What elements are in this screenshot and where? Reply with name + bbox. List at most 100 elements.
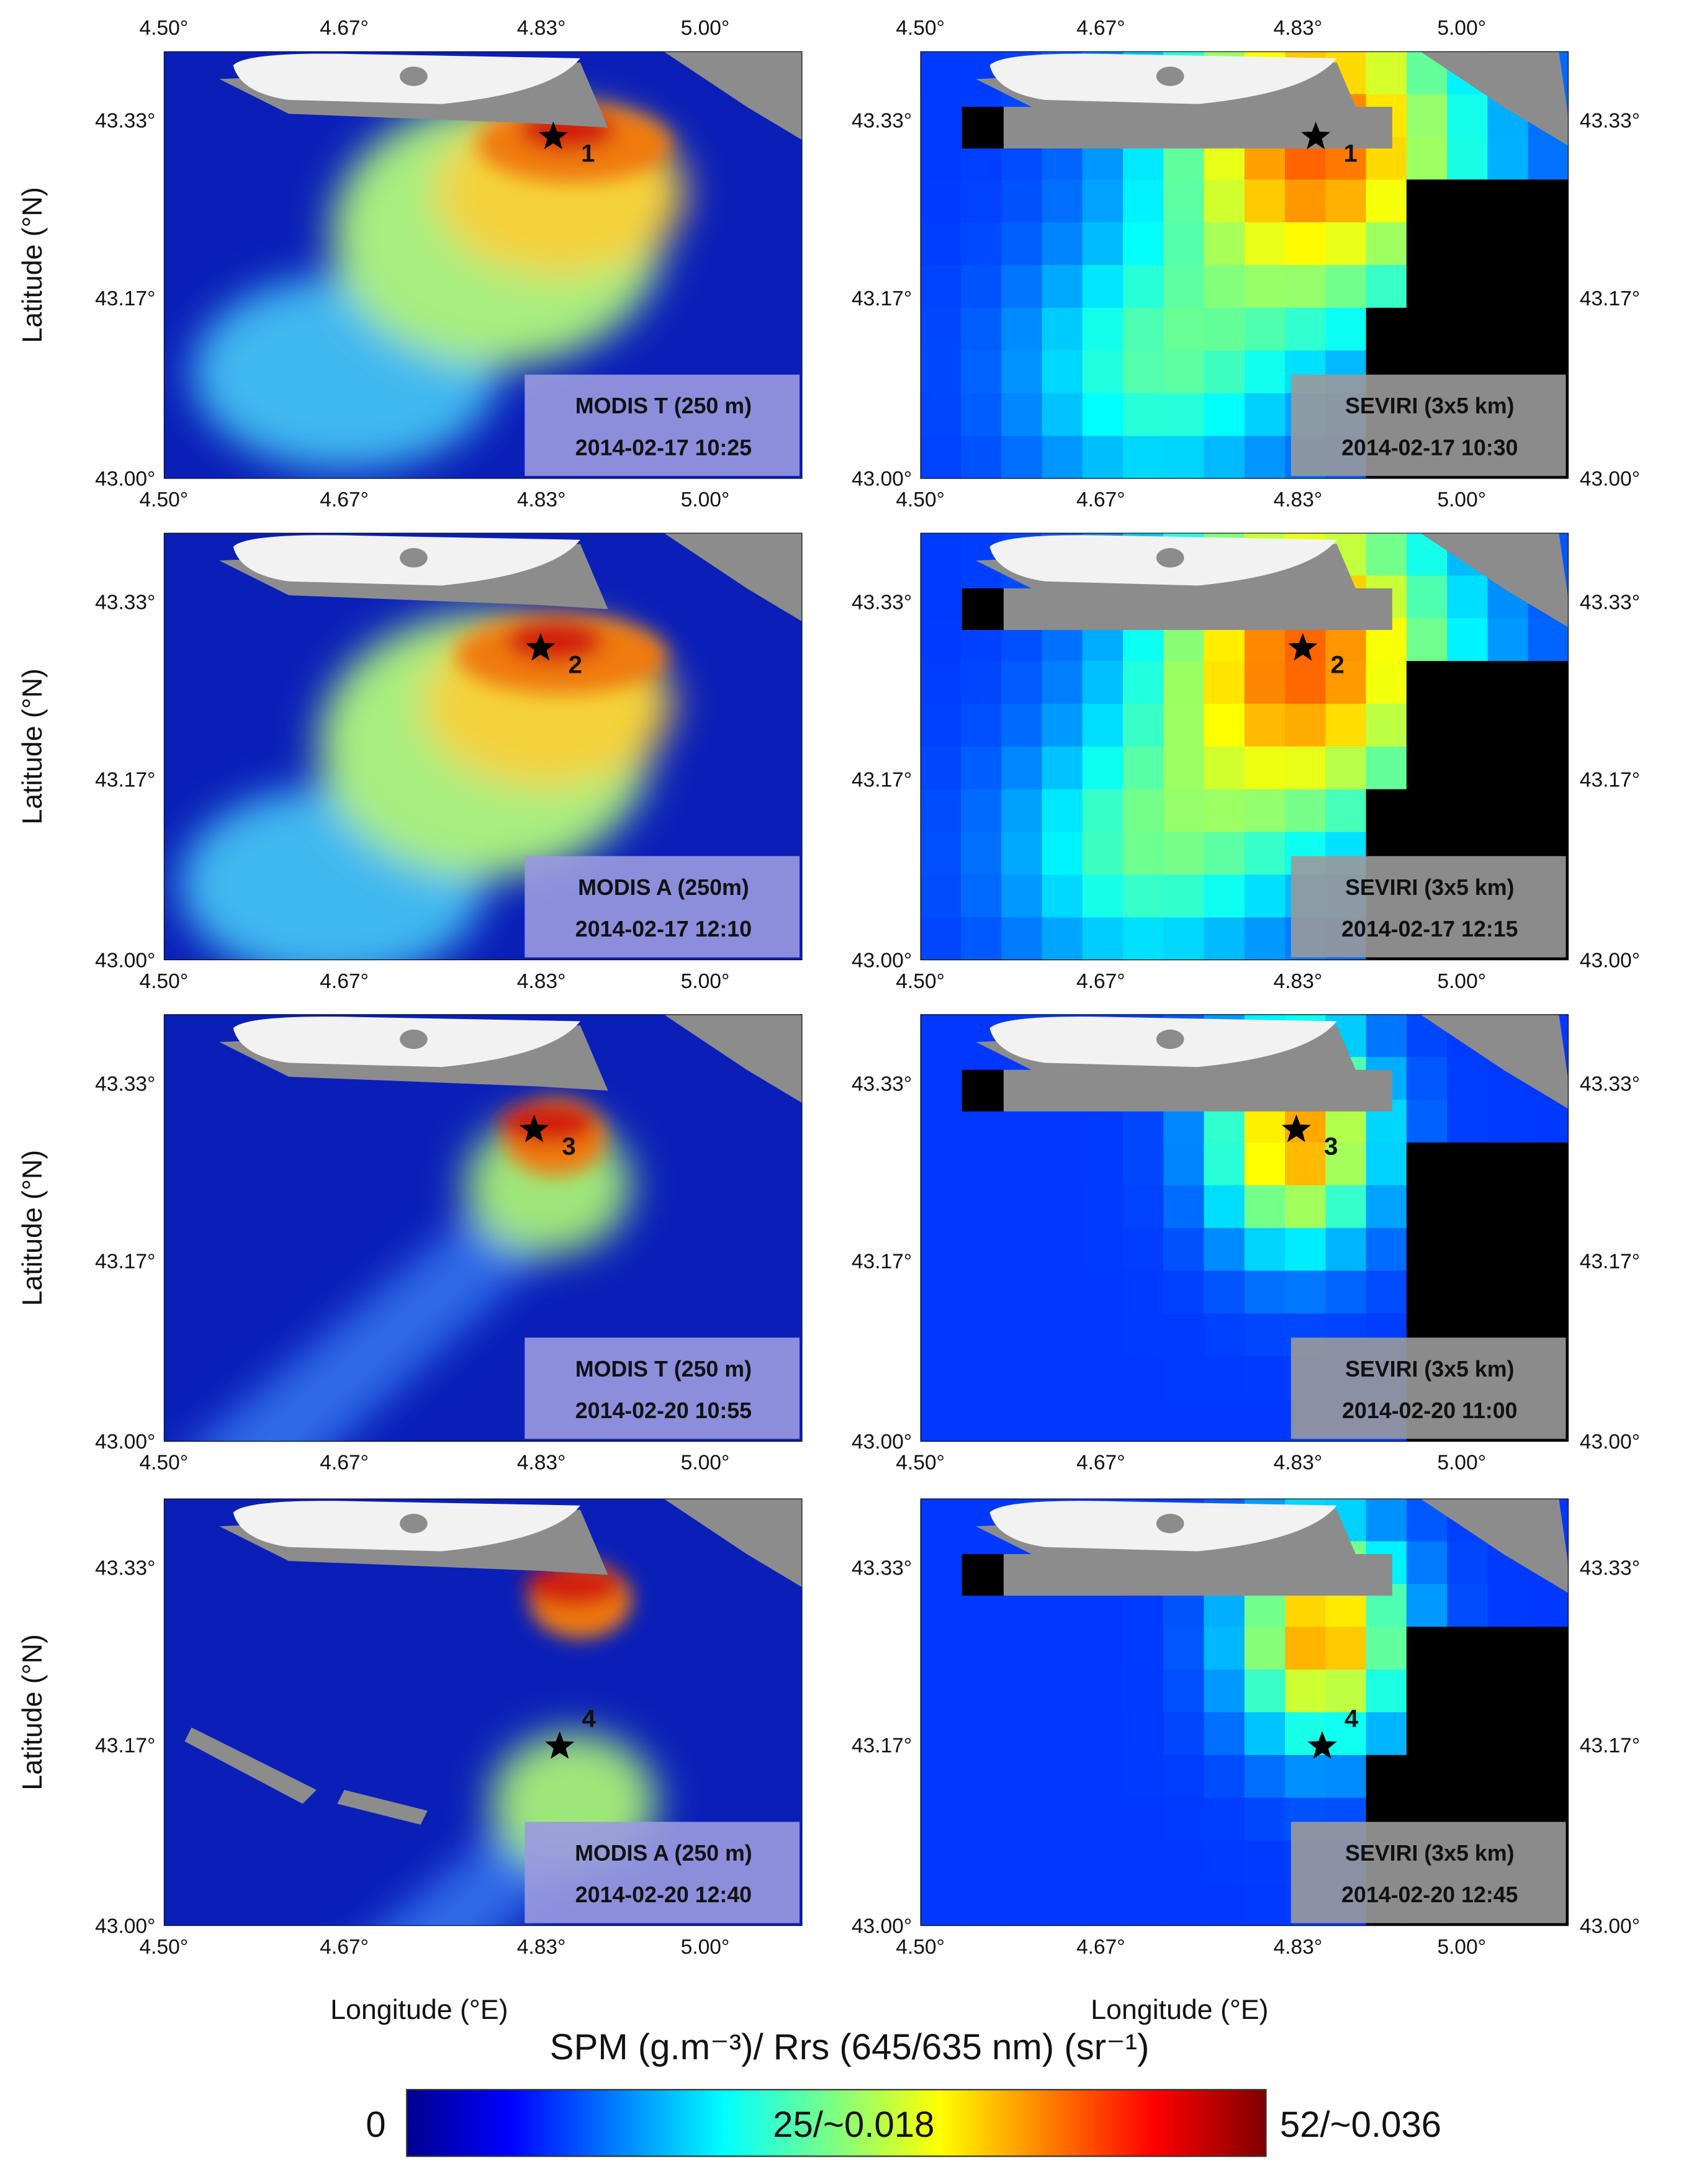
pixel: [1284, 789, 1327, 833]
y-tick-label: 43.17°: [95, 769, 155, 792]
pixel: [1447, 1627, 1489, 1671]
pixel: [1325, 265, 1367, 308]
pixel: [1487, 789, 1529, 833]
pixel: [1122, 917, 1165, 961]
pixel: [1244, 1270, 1286, 1314]
pixel: [1244, 1755, 1286, 1799]
y-tick-label: 43.00°: [95, 1915, 155, 1938]
y-axis-title: Latitude (°N): [17, 668, 48, 824]
pixel: [1042, 393, 1083, 437]
station-number: 1: [581, 140, 595, 168]
plume-core: [525, 1560, 632, 1638]
pixel: [1082, 1755, 1124, 1799]
y-tick-label: 43.17°: [95, 1735, 155, 1758]
pixel: [1122, 350, 1165, 394]
pixel: [1122, 1797, 1165, 1841]
pixel: [1487, 137, 1529, 181]
pixel: [1163, 307, 1205, 351]
pixel: [1244, 832, 1286, 876]
y-tick-label: 43.00°: [95, 1431, 155, 1454]
x-tick-label: 4.67°: [1076, 1936, 1125, 1959]
x-tick-label: 5.00°: [681, 488, 730, 511]
y-tick-label: 43.00°: [1580, 467, 1640, 490]
pixel: [1122, 1185, 1165, 1229]
black-pixel: [962, 107, 1004, 149]
pixel: [1244, 1313, 1286, 1357]
label-box: [1291, 374, 1566, 476]
pixel: [1001, 1883, 1043, 1926]
pixel: [1163, 1755, 1205, 1799]
pixel: [1284, 307, 1327, 351]
pixel: [1001, 436, 1043, 479]
pixel: [1001, 1142, 1043, 1186]
pixel: [1122, 1399, 1165, 1442]
pixel: [1204, 703, 1245, 747]
label-box: [1291, 856, 1566, 958]
pixel: [1082, 393, 1124, 437]
pixel: [1082, 307, 1124, 351]
pixel: [1528, 222, 1569, 266]
station-number: 3: [1324, 1132, 1338, 1160]
pixel: [1447, 746, 1489, 790]
pixel: [1528, 618, 1569, 662]
pixel: [1284, 1755, 1327, 1799]
pixel: [1042, 1228, 1083, 1272]
pixel: [1487, 746, 1529, 790]
station-number: 2: [1330, 651, 1344, 679]
plume-hot: [505, 620, 603, 662]
x-tick-label: 4.67°: [1076, 970, 1125, 993]
pixel: [960, 661, 1003, 705]
pixel: [920, 222, 962, 266]
pixel: [1406, 1142, 1448, 1186]
pixel: [1366, 1669, 1407, 1713]
pixel: [1082, 222, 1124, 266]
pixel: [1325, 661, 1367, 705]
time-label: 2014-02-20 12:40: [575, 1882, 752, 1907]
pixel: [920, 94, 962, 138]
pixel: [1528, 1627, 1569, 1671]
pixel: [1366, 661, 1407, 705]
pixel: [1204, 1755, 1245, 1799]
y-tick-label: 43.17°: [852, 287, 912, 310]
x-tick-label: 4.83°: [1273, 1936, 1322, 1959]
pixel: [1204, 917, 1245, 961]
pixel: [1122, 1228, 1165, 1272]
pixel: [960, 1313, 1003, 1357]
pixel: [1204, 307, 1245, 351]
pixel: [1122, 661, 1165, 705]
time-label: 2014-02-20 12:45: [1341, 1882, 1518, 1907]
pixel: [1487, 1627, 1529, 1671]
pixel: [1082, 1883, 1124, 1926]
x-axis-title: Longitude (°E): [1091, 1995, 1268, 2025]
pixel: [1122, 832, 1165, 876]
island: [184, 1727, 428, 1825]
label-box: [525, 856, 800, 958]
pixel: [1406, 1270, 1448, 1314]
pixel: [1447, 1142, 1489, 1186]
pixel: [1487, 222, 1529, 266]
pixel: [1366, 1014, 1407, 1058]
pixel: [1244, 1399, 1286, 1442]
pixel: [1163, 1399, 1205, 1442]
plume-core: [499, 1097, 606, 1175]
pixel: [1325, 1228, 1367, 1272]
pixel: [1082, 832, 1124, 876]
pixel: [1325, 179, 1367, 223]
pixel: [1001, 1270, 1043, 1314]
pixel: [1001, 1755, 1043, 1799]
pixel: [1244, 1883, 1286, 1926]
pixel: [1366, 1185, 1407, 1229]
y-tick-label: 43.17°: [1580, 287, 1640, 310]
pixel: [1204, 1883, 1245, 1926]
pixel: [1325, 307, 1367, 351]
pixel: [1122, 1883, 1165, 1926]
pixel: [1244, 1142, 1286, 1186]
x-tick-label: 4.50°: [140, 1452, 189, 1475]
x-tick-label: 5.00°: [1437, 1936, 1486, 1959]
pixel: [1042, 265, 1083, 308]
pixel: [920, 917, 962, 961]
pixel: [1122, 1313, 1165, 1357]
pixel: [960, 350, 1003, 394]
pixel: [1528, 1712, 1569, 1756]
pixel: [1163, 222, 1205, 266]
